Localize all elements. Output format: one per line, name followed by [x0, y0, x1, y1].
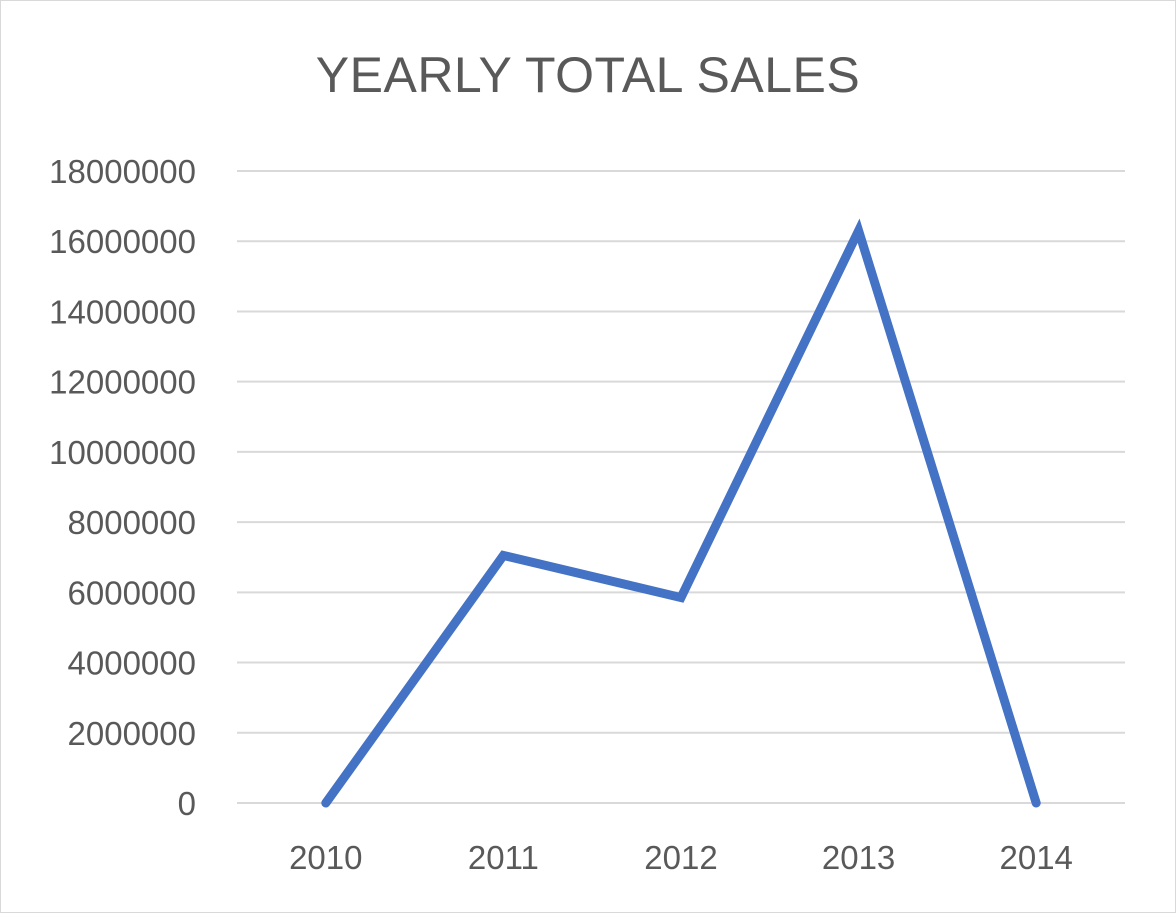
- series-line: [321, 218, 1041, 808]
- y-tick-label: 18000000: [49, 153, 196, 190]
- y-tick-label: 16000000: [49, 223, 196, 260]
- y-tick-label: 8000000: [68, 504, 196, 541]
- y-tick-label: 2000000: [68, 715, 196, 752]
- x-axis-ticks: 2010 2011 2012 2013 2014: [289, 839, 1073, 876]
- y-tick-label: 10000000: [49, 434, 196, 471]
- x-tick-label: 2011: [468, 839, 539, 876]
- x-tick-label: 2014: [999, 839, 1072, 876]
- chart-title: YEARLY TOTAL SALES: [315, 47, 861, 103]
- y-tick-label: 6000000: [68, 574, 196, 611]
- x-tick-label: 2013: [822, 839, 895, 876]
- x-tick-label: 2012: [644, 839, 717, 876]
- y-tick-label: 4000000: [68, 645, 196, 682]
- series-layer: [321, 218, 1041, 808]
- y-tick-label: 12000000: [49, 364, 196, 401]
- gridlines: [237, 170, 1125, 804]
- y-tick-label: 14000000: [49, 293, 196, 330]
- x-tick-label: 2010: [289, 839, 362, 876]
- y-tick-label: 0: [178, 785, 196, 822]
- y-axis-ticks: 0 2000000 4000000 6000000 8000000 10000000 120…: [49, 153, 196, 822]
